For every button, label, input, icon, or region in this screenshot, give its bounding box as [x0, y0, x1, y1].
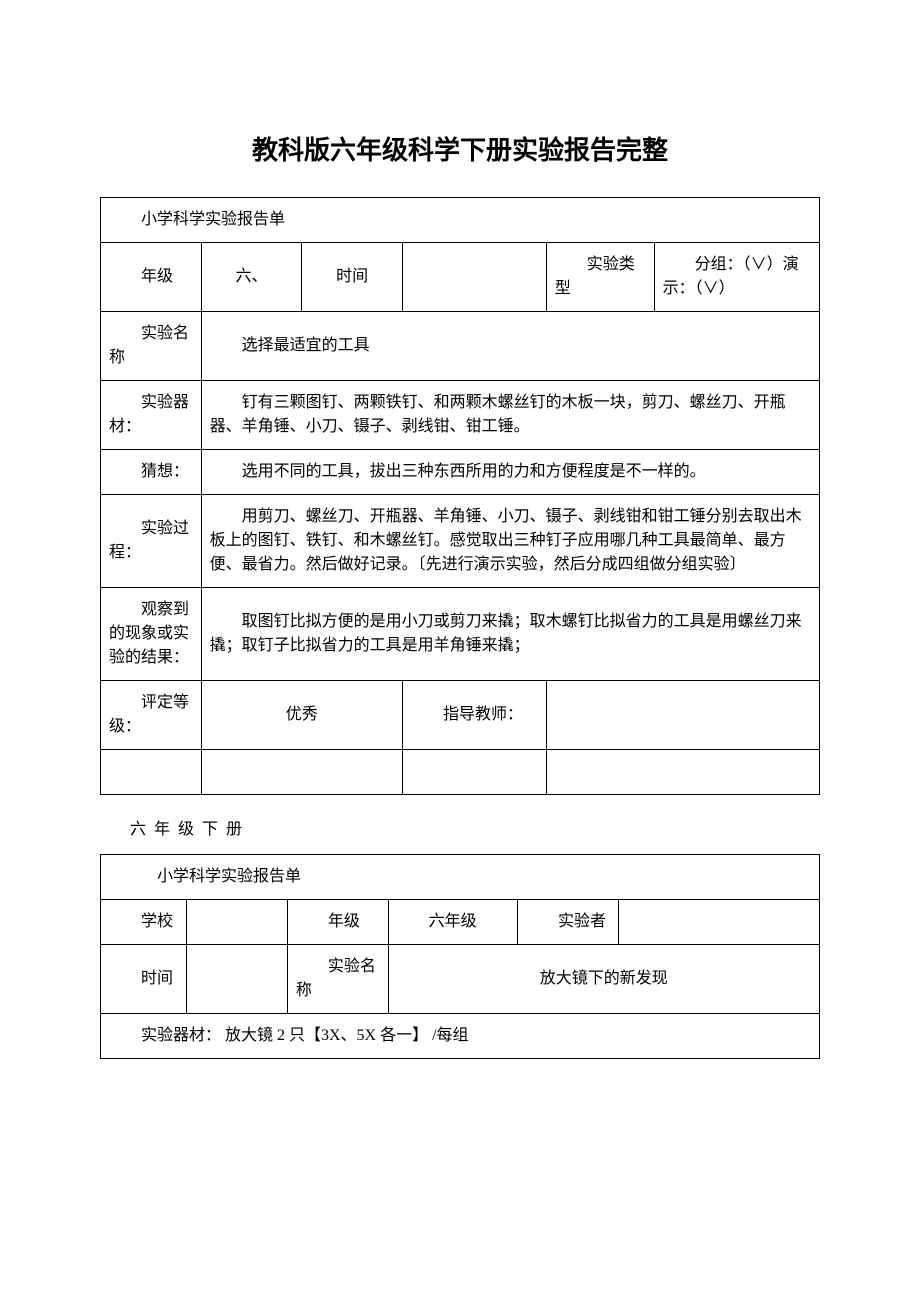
equipment-value: 钉有三颗图钉、两颗铁钉、和两颗木螺丝钉的木板一块，剪刀、螺丝刀、开瓶器、羊角锤、… [201, 381, 819, 450]
process-value: 用剪刀、螺丝刀、开瓶器、羊角锤、小刀、镊子、剥线钳和钳工锤分别去取出木板上的图钉… [201, 495, 819, 588]
type-value: 分组：（∨）演示：（∨） [654, 243, 819, 312]
exp-name-label: 实验名称 [101, 312, 202, 381]
table-header: 小学科学实验报告单 [101, 855, 820, 900]
table-row: 猜想： 选用不同的工具，拔出三种东西所用的力和方便程度是不一样的。 [101, 450, 820, 495]
teacher-label: 指导教师： [402, 681, 546, 750]
exp-name-value: 放大镜下的新发现 [388, 945, 819, 1014]
exp-name-label: 实验名称 [287, 945, 388, 1014]
experiment-report-table-1: 小学科学实验报告单 年级 六、 时间 实验类型 分组：（∨）演示：（∨） 实验名… [100, 197, 820, 795]
table-row-empty [101, 750, 820, 795]
empty-cell [101, 750, 202, 795]
empty-cell [402, 750, 546, 795]
school-label: 学校 [101, 900, 187, 945]
empty-cell [201, 750, 402, 795]
subtitle: 六 年 级 下 册 [130, 815, 820, 839]
grade-label: 年级 [287, 900, 388, 945]
experiment-report-table-2: 小学科学实验报告单 学校 年级 六年级 实验者 时间 实验名称 放大镜下的新发现… [100, 854, 820, 1059]
time-label: 时间 [101, 945, 187, 1014]
table-row: 时间 实验名称 放大镜下的新发现 [101, 945, 820, 1014]
observe-label: 观察到的现象或实验的结果： [101, 588, 202, 681]
observe-value: 取图钉比拟方便的是用小刀或剪刀来撬；取木螺钉比拟省力的工具是用螺丝刀来撬；取钉子… [201, 588, 819, 681]
grade-value: 六、 [201, 243, 302, 312]
document-title: 教科版六年级科学下册实验报告完整 [100, 130, 820, 167]
table-row: 实验过程： 用剪刀、螺丝刀、开瓶器、羊角锤、小刀、镊子、剥线钳和钳工锤分别去取出… [101, 495, 820, 588]
tester-value [618, 900, 819, 945]
type-label: 实验类型 [546, 243, 654, 312]
table-row: 学校 年级 六年级 实验者 [101, 900, 820, 945]
tester-label: 实验者 [517, 900, 618, 945]
process-label: 实验过程： [101, 495, 202, 588]
rating-label: 评定等级： [101, 681, 202, 750]
rating-value: 优秀 [201, 681, 402, 750]
table-header-row: 小学科学实验报告单 [101, 198, 820, 243]
table-row: 观察到的现象或实验的结果： 取图钉比拟方便的是用小刀或剪刀来撬；取木螺钉比拟省力… [101, 588, 820, 681]
guess-label: 猜想： [101, 450, 202, 495]
empty-cell [546, 750, 819, 795]
table-header: 小学科学实验报告单 [101, 198, 820, 243]
teacher-value [546, 681, 819, 750]
time-value [187, 945, 288, 1014]
table-row: 实验器材： 放大镜 2 只【3X、5X 各一】 /每组 [101, 1014, 820, 1059]
table-row: 年级 六、 时间 实验类型 分组：（∨）演示：（∨） [101, 243, 820, 312]
time-label: 时间 [302, 243, 403, 312]
exp-name-value: 选择最适宜的工具 [201, 312, 819, 381]
table-row: 评定等级： 优秀 指导教师： [101, 681, 820, 750]
school-value [187, 900, 288, 945]
table-row: 实验名称 选择最适宜的工具 [101, 312, 820, 381]
guess-value: 选用不同的工具，拔出三种东西所用的力和方便程度是不一样的。 [201, 450, 819, 495]
time-value [402, 243, 546, 312]
grade-value: 六年级 [388, 900, 517, 945]
equipment-label: 实验器材： [101, 381, 202, 450]
table-row: 实验器材： 钉有三颗图钉、两颗铁钉、和两颗木螺丝钉的木板一块，剪刀、螺丝刀、开瓶… [101, 381, 820, 450]
equipment-text: 实验器材： 放大镜 2 只【3X、5X 各一】 /每组 [101, 1014, 820, 1059]
table-header-row: 小学科学实验报告单 [101, 855, 820, 900]
grade-label: 年级 [101, 243, 202, 312]
